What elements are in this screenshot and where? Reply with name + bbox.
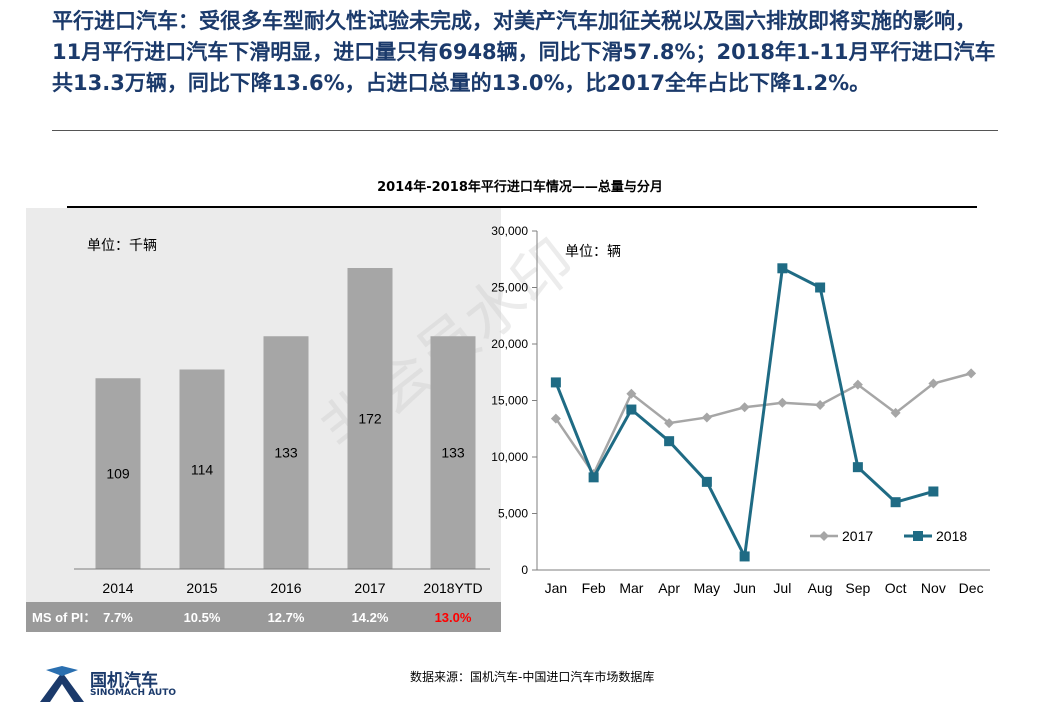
point-2017 (890, 407, 901, 418)
monthly-category-label: Sep (845, 580, 870, 596)
point-2018 (626, 404, 637, 415)
logo-icon (40, 666, 84, 702)
point-2018 (588, 472, 599, 483)
monthly-y-tick-label: 25,000 (491, 281, 528, 295)
ms-value: 7.7% (103, 610, 133, 625)
point-2018 (701, 476, 712, 487)
logo-text-en: SINOMACH AUTO (90, 688, 176, 698)
annual-category-label: 2018YTD (423, 580, 482, 596)
monthly-category-label: May (694, 580, 720, 596)
point-2018 (550, 377, 561, 388)
monthly-category-label: Mar (619, 580, 643, 596)
annual-bar-2016 (263, 336, 309, 569)
point-2017 (664, 418, 675, 429)
monthly-category-label: Jan (545, 580, 568, 596)
point-2017 (626, 388, 637, 399)
chart-title: 2014年-2018年平行进口车情况——总量与分月 (377, 180, 663, 195)
monthly-category-label: Dec (959, 580, 984, 596)
monthly-y-tick-label: 30,000 (491, 224, 528, 238)
annual-bar-2018YTD (430, 336, 476, 569)
monthly-y-tick-label: 10,000 (491, 450, 528, 464)
monthly-category-label: Feb (582, 580, 606, 596)
point-2017 (701, 412, 712, 423)
point-2018 (890, 497, 901, 508)
legend-label-2018: 2018 (936, 528, 967, 544)
point-2018 (815, 282, 826, 293)
logo-text-cn: 国机汽车 (90, 671, 158, 691)
point-2017 (966, 368, 977, 379)
annual-bar-2017 (347, 268, 393, 569)
annual-bar-value-label: 133 (274, 445, 298, 461)
ms-strip (26, 602, 501, 632)
annual-bar-value-label: 172 (358, 411, 382, 427)
monthly-y-tick-label: 20,000 (491, 337, 528, 351)
ms-value: 10.5% (184, 610, 221, 625)
monthly-category-label: Nov (921, 580, 946, 596)
logo: 国机汽车 SINOMACH AUTO (40, 664, 190, 704)
point-2018 (664, 436, 675, 447)
point-2018 (852, 462, 863, 473)
monthly-y-tick-label: 5,000 (498, 507, 528, 521)
point-2017 (739, 402, 750, 413)
annual-bar-value-label: 133 (441, 445, 465, 461)
ms-value: 14.2% (352, 610, 389, 625)
monthly-unit-label: 单位：辆 (565, 244, 621, 260)
annual-bar-value-label: 114 (191, 461, 214, 477)
point-2018 (777, 263, 788, 274)
legend-label-2017: 2017 (842, 528, 873, 544)
headline: 平行进口汽车：受很多车型耐久性试验未完成，对美产汽车加征关税以及国六排放即将实施… (52, 9, 996, 95)
monthly-y-tick-label: 15,000 (491, 394, 528, 408)
ms-value: 13.0% (435, 610, 472, 625)
legend-marker-2017 (819, 531, 829, 541)
annual-category-label: 2016 (270, 580, 301, 596)
monthly-category-label: Jun (733, 580, 756, 596)
series-line-2018 (554, 265, 934, 562)
chart-title-divider (67, 206, 977, 208)
annual-bar-2015 (179, 369, 225, 569)
legend-marker-2018 (913, 531, 923, 541)
annual-bar-value-label: 109 (106, 466, 130, 482)
ms-value: 12.7% (268, 610, 305, 625)
annual-category-label: 2015 (186, 580, 217, 596)
monthly-category-label: Aug (808, 580, 833, 596)
annual-unit-label: 单位：千辆 (87, 238, 157, 254)
point-2018 (739, 551, 750, 562)
point-2017 (815, 400, 826, 411)
ms-label: MS of PI： (32, 610, 96, 625)
monthly-y-tick-label: 0 (521, 563, 528, 577)
monthly-category-label: Jul (773, 580, 791, 596)
data-source: 数据来源：国机汽车-中国进口汽车市场数据库 (410, 670, 655, 684)
annual-category-label: 2014 (102, 580, 133, 596)
monthly-category-label: Oct (885, 580, 907, 596)
point-2017 (550, 413, 561, 424)
point-2017 (928, 378, 939, 389)
headline-divider (52, 130, 998, 131)
annual-category-label: 2017 (354, 580, 385, 596)
point-2017 (852, 379, 863, 390)
monthly-category-label: Apr (658, 580, 680, 596)
annual-bar-2014 (95, 378, 141, 569)
point-2018 (928, 486, 939, 497)
point-2017 (777, 397, 788, 408)
